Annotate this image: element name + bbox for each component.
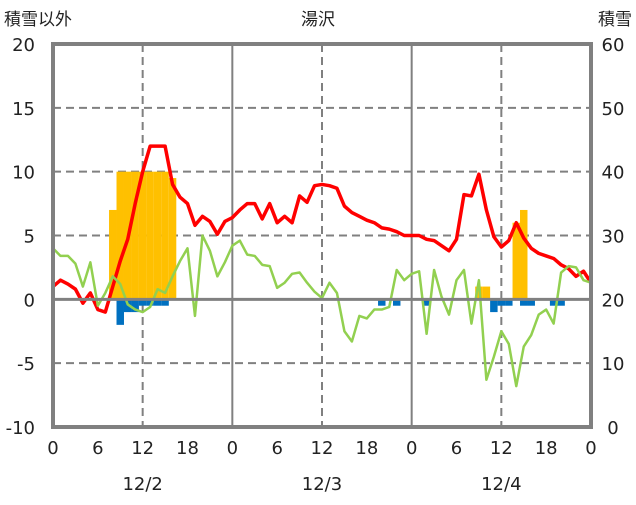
x-tick-label: 12 xyxy=(311,438,334,459)
blue-bar xyxy=(549,299,558,306)
right-tick-label: 40 xyxy=(602,163,625,184)
right-axis-title: 積雪 xyxy=(598,10,632,30)
blue-bar xyxy=(378,299,386,306)
left-tick-label: 15 xyxy=(12,99,35,120)
blue-bar xyxy=(422,299,431,306)
red-line xyxy=(51,144,593,314)
blue-bar xyxy=(153,299,162,306)
orange-bar xyxy=(131,171,139,300)
left-tick-label: -5 xyxy=(17,354,35,375)
orange-bar xyxy=(153,171,162,300)
date-label: 12/2 xyxy=(122,474,162,495)
blue-bar xyxy=(138,299,147,306)
x-tick-label: 18 xyxy=(355,438,378,459)
right-tick-label: 20 xyxy=(602,290,625,311)
date-label: 12/4 xyxy=(481,474,521,495)
left-axis-title: 積雪以外 xyxy=(4,10,72,30)
x-tick-label: 6 xyxy=(92,438,103,459)
blue-bar xyxy=(490,299,498,313)
x-tick-label: 18 xyxy=(535,438,558,459)
x-tick-label: 12 xyxy=(131,438,154,459)
frame xyxy=(51,42,593,429)
blue-bar xyxy=(527,299,535,306)
date-label: 12/3 xyxy=(302,474,342,495)
blue-bar xyxy=(505,299,513,306)
plot-frame xyxy=(51,42,593,429)
x-tick-label: 0 xyxy=(585,438,596,459)
blue-bar xyxy=(161,299,169,306)
right-tick-label: 10 xyxy=(602,354,625,375)
x-tick-label: 12 xyxy=(490,438,513,459)
orange-bar xyxy=(482,286,491,300)
right-tick-label: 60 xyxy=(602,35,625,56)
blue-bar xyxy=(520,299,528,306)
x-tick-label: 18 xyxy=(176,438,199,459)
orange-bar xyxy=(168,178,177,300)
chart-title: 湯沢 xyxy=(301,10,335,30)
blue-bar xyxy=(557,299,565,306)
right-tick-label: 30 xyxy=(602,227,625,248)
orange-bar xyxy=(520,209,528,300)
orange-bar xyxy=(161,171,169,300)
x-tick-label: 0 xyxy=(47,438,58,459)
blue-bar xyxy=(116,299,124,325)
left-tick-label: 10 xyxy=(12,163,35,184)
x-tick-label: 0 xyxy=(406,438,417,459)
grid xyxy=(53,44,591,427)
left-tick-label: 0 xyxy=(24,290,35,311)
blue-bar xyxy=(497,299,506,306)
x-tick-label: 6 xyxy=(271,438,282,459)
orange-bar xyxy=(512,222,521,300)
orange-bar xyxy=(116,171,124,300)
blue-bar xyxy=(131,299,139,313)
orange-bar xyxy=(138,171,147,300)
right-tick-label: 0 xyxy=(607,418,618,439)
left-tick-label: 20 xyxy=(12,35,35,56)
left-tick-label: -10 xyxy=(6,418,35,439)
left-tick-label: 5 xyxy=(24,227,35,248)
blue-bar xyxy=(146,299,154,306)
x-tick-label: 6 xyxy=(451,438,462,459)
blue-bar xyxy=(392,299,401,306)
orange-bar xyxy=(146,171,154,300)
x-tick-label: 0 xyxy=(227,438,238,459)
right-tick-label: 50 xyxy=(602,99,625,120)
orange-bar xyxy=(109,209,117,300)
